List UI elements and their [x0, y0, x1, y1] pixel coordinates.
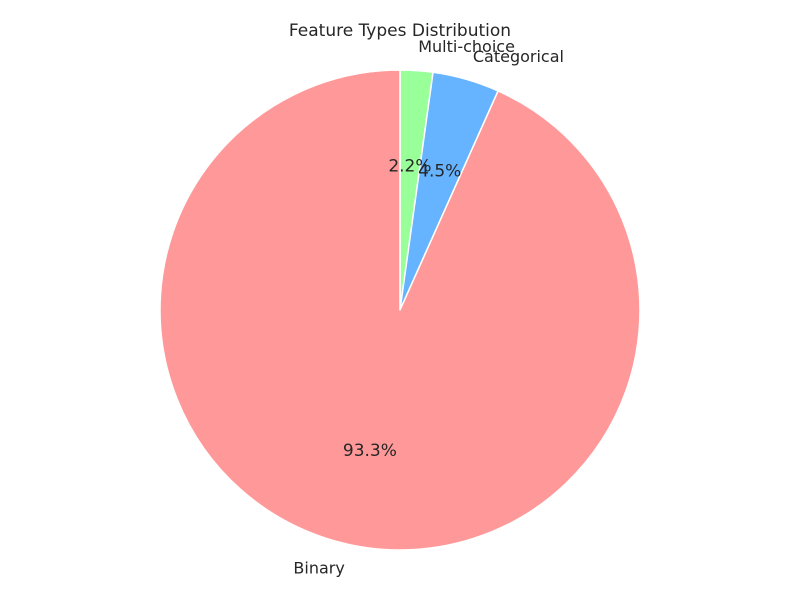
chart-title: Feature Types Distribution: [289, 21, 511, 41]
slice-label: Multi-choice: [418, 37, 515, 56]
slice-label: Binary: [293, 559, 344, 578]
slice-percentage-label: 93.3%: [343, 441, 397, 461]
slice-label: Categorical: [473, 47, 564, 66]
pie-slice-binary: [159, 69, 641, 551]
slice-percentage-label: 4.5%: [418, 162, 461, 182]
pie-labels: Multi-choice 2.2% Categorical 4.5% Binary 93.…: [293, 37, 564, 578]
slice-percentage-label: 2.2%: [388, 156, 431, 176]
pie-slices: [159, 69, 641, 551]
